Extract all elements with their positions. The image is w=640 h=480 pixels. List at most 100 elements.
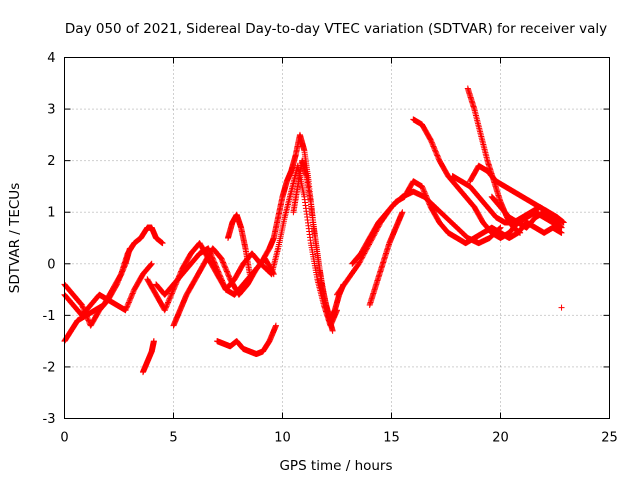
data-point bbox=[220, 281, 227, 288]
data-point bbox=[147, 262, 154, 269]
data-point bbox=[119, 268, 126, 275]
data-point bbox=[215, 269, 222, 276]
data-point bbox=[435, 155, 442, 162]
data-point bbox=[167, 294, 174, 301]
data-point bbox=[114, 280, 121, 287]
data-point bbox=[83, 312, 90, 319]
data-point bbox=[355, 260, 362, 267]
data-point bbox=[125, 300, 132, 307]
data-point bbox=[148, 261, 155, 268]
data-point bbox=[166, 296, 173, 303]
data-point bbox=[121, 263, 128, 270]
series-trace-l bbox=[290, 157, 336, 334]
data-point bbox=[129, 291, 136, 298]
data-point bbox=[433, 149, 440, 156]
data-points bbox=[61, 85, 567, 376]
series-trace-c bbox=[61, 245, 133, 329]
data-point bbox=[220, 280, 227, 287]
y-tick-label: 0 bbox=[47, 257, 55, 272]
data-point bbox=[82, 309, 89, 316]
data-point bbox=[125, 299, 132, 306]
data-point bbox=[117, 273, 124, 280]
data-point bbox=[169, 289, 176, 296]
data-point bbox=[129, 290, 136, 297]
data-point bbox=[211, 259, 218, 266]
data-point bbox=[213, 264, 220, 271]
data-point bbox=[167, 293, 174, 300]
data-point bbox=[421, 189, 428, 196]
y-tick-label: 3 bbox=[47, 103, 55, 118]
data-point bbox=[116, 274, 123, 281]
y-tick-label: 2 bbox=[47, 154, 55, 169]
data-point bbox=[113, 281, 120, 288]
data-point bbox=[118, 271, 125, 278]
data-point bbox=[124, 302, 131, 309]
data-point bbox=[126, 245, 133, 252]
data-point bbox=[210, 256, 217, 263]
data-point bbox=[216, 272, 223, 279]
y-axis-label: SDTVAR / TECUs bbox=[7, 183, 23, 293]
data-point bbox=[430, 143, 437, 150]
y-tick-label: -3 bbox=[43, 412, 56, 427]
data-point bbox=[122, 307, 129, 314]
data-point bbox=[214, 267, 221, 274]
data-point bbox=[560, 219, 567, 226]
chart-title: Day 050 of 2021, Sidereal Day-to-day VTE… bbox=[65, 21, 607, 37]
data-point bbox=[165, 298, 172, 305]
data-point bbox=[128, 293, 135, 300]
data-point bbox=[497, 224, 504, 231]
data-point bbox=[222, 265, 229, 272]
series-trace-o bbox=[366, 209, 406, 309]
x-tick-label: 5 bbox=[169, 431, 177, 446]
data-point bbox=[419, 183, 426, 190]
data-point bbox=[434, 152, 441, 159]
data-point bbox=[420, 186, 427, 193]
data-point bbox=[209, 255, 216, 262]
data-point bbox=[220, 259, 227, 266]
data-point bbox=[427, 137, 434, 144]
data-point bbox=[246, 271, 253, 278]
data-point bbox=[116, 276, 122, 283]
data-point bbox=[217, 274, 224, 281]
data-point bbox=[124, 303, 131, 310]
data-point bbox=[161, 307, 168, 314]
axis-ticks: 0 5 10 15 20 25 -3 -2 -1 0 1 2 3 4 bbox=[43, 51, 618, 446]
data-point bbox=[422, 191, 429, 198]
data-point bbox=[126, 296, 133, 303]
data-point bbox=[272, 322, 279, 329]
x-axis-label: GPS time / hours bbox=[279, 458, 392, 474]
series-trace-d bbox=[139, 338, 157, 376]
data-point bbox=[215, 268, 222, 275]
data-point bbox=[221, 263, 228, 270]
data-point bbox=[168, 291, 175, 298]
data-point bbox=[219, 277, 226, 284]
data-point bbox=[223, 268, 230, 275]
x-tick-label: 10 bbox=[274, 431, 291, 446]
x-tick-label: 25 bbox=[601, 431, 618, 446]
data-point bbox=[357, 258, 364, 265]
y-tick-label: 4 bbox=[47, 51, 55, 66]
data-point bbox=[148, 260, 155, 267]
data-point bbox=[166, 295, 173, 302]
data-point bbox=[115, 277, 122, 284]
data-point bbox=[218, 255, 225, 262]
data-point bbox=[159, 240, 166, 247]
y-tick-label: -1 bbox=[43, 309, 56, 324]
data-point bbox=[162, 305, 169, 312]
data-point bbox=[219, 278, 226, 285]
data-point bbox=[428, 139, 435, 146]
y-tick-label: 1 bbox=[47, 206, 55, 221]
data-point bbox=[79, 303, 86, 310]
plot-frame bbox=[64, 57, 610, 419]
data-point bbox=[222, 264, 229, 271]
data-point bbox=[557, 224, 564, 231]
series-outlier bbox=[558, 304, 565, 311]
series-trace-g bbox=[170, 245, 277, 329]
data-point bbox=[214, 265, 221, 272]
data-point bbox=[429, 140, 436, 147]
data-point bbox=[118, 269, 125, 276]
data-point bbox=[217, 273, 224, 280]
data-point bbox=[117, 272, 124, 279]
data-point bbox=[130, 289, 137, 296]
